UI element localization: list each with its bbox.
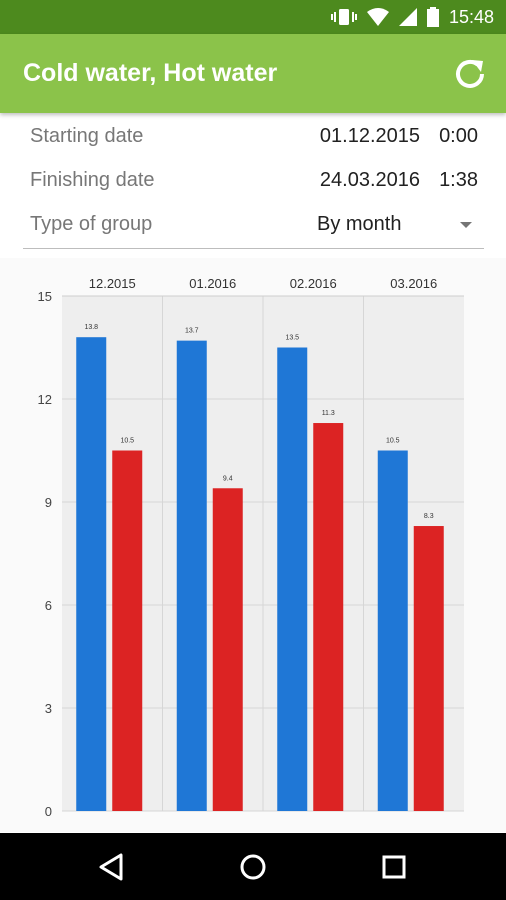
bar [413, 526, 444, 811]
chart-area: 0 3 6 9 12 15 12.2015 01.2016 02.2016 03.2016 13.8… [0, 258, 506, 832]
y-tick-label: 9 [45, 495, 52, 510]
clock: 15:48 [448, 6, 494, 27]
y-tick-label: 12 [38, 392, 52, 407]
data-label: 10.5 [386, 438, 400, 445]
y-tick-label: 15 [38, 289, 52, 304]
refresh-icon[interactable] [452, 56, 488, 92]
finishing-date-row[interactable]: Finishing date 24.03.2016 1:38 [30, 161, 478, 201]
bar [377, 450, 408, 811]
group-type-dropdown[interactable]: Type of group By month [23, 204, 484, 249]
status-icons: 15:48 [330, 0, 494, 34]
data-label: 13.8 [84, 324, 98, 331]
recents-icon[interactable] [377, 850, 411, 884]
y-tick-label: 6 [45, 598, 52, 613]
finishing-date-value[interactable]: 24.03.2016 [319, 169, 420, 191]
y-tick-label: 0 [45, 804, 52, 819]
starting-time-value[interactable]: 0:00 [439, 125, 478, 147]
app-bar: Cold water, Hot water [0, 34, 506, 113]
finishing-time-value[interactable]: 1:38 [439, 169, 478, 191]
category-label: 01.2016 [189, 276, 236, 291]
data-label: 13.5 [285, 335, 299, 342]
category-label: 12.2015 [89, 276, 136, 291]
data-label: 13.7 [185, 328, 199, 335]
finishing-date-label: Finishing date [30, 169, 155, 191]
bar [176, 340, 207, 811]
signal-icon [398, 8, 417, 26]
starting-date-label: Starting date [30, 125, 144, 147]
starting-date-row[interactable]: Starting date 01.12.2015 0:00 [30, 117, 478, 157]
navigation-bar [0, 833, 506, 900]
bar [313, 423, 344, 811]
data-label: 8.3 [424, 513, 434, 520]
data-label: 11.3 [322, 410, 335, 417]
bar [277, 347, 308, 811]
bar-chart: 0 3 6 9 12 15 12.2015 01.2016 02.2016 03.2016 13.8… [38, 276, 464, 819]
starting-date-value[interactable]: 01.12.2015 [319, 125, 420, 147]
bar [112, 450, 143, 811]
wifi-icon [366, 8, 389, 26]
home-icon[interactable] [236, 850, 270, 884]
battery-icon [426, 7, 439, 27]
y-tick-label: 3 [45, 701, 52, 716]
bar [76, 337, 107, 811]
chevron-down-icon[interactable] [460, 222, 472, 228]
group-type-value[interactable]: By month [317, 213, 402, 235]
back-icon[interactable] [96, 850, 130, 884]
app-title: Cold water, Hot water [23, 59, 278, 87]
data-label: 10.5 [120, 438, 134, 445]
status-bar: 15:48 [0, 0, 506, 34]
data-label: 9.4 [223, 475, 233, 482]
category-label: 02.2016 [290, 276, 337, 291]
group-type-label: Type of group [30, 213, 153, 235]
bar [212, 488, 243, 811]
vibrate-icon [330, 9, 357, 25]
category-label: 03.2016 [390, 276, 437, 291]
